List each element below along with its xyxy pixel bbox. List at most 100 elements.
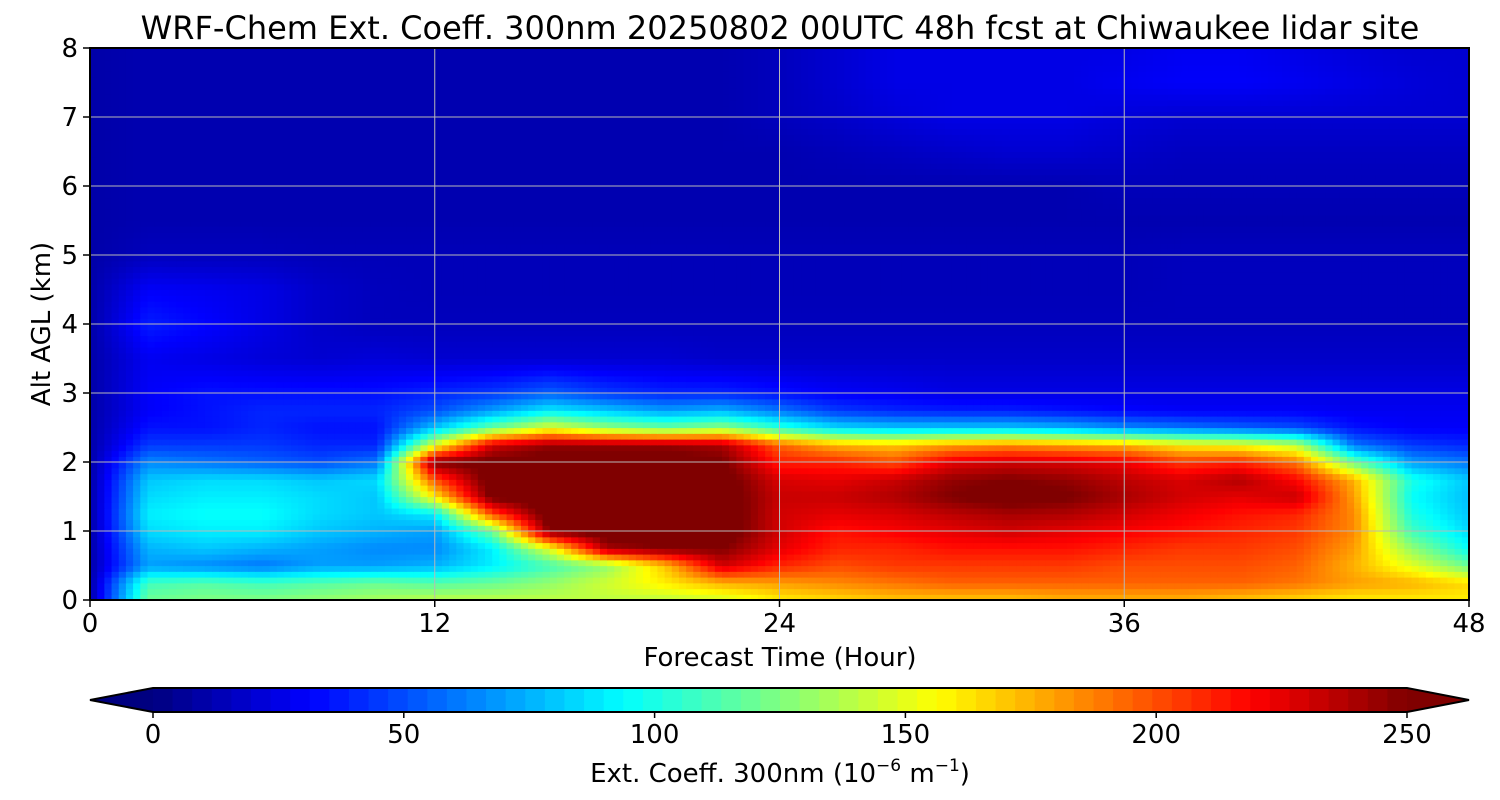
heatmap-cell <box>1224 490 1233 498</box>
heatmap-cell <box>564 473 572 480</box>
heatmap-cell <box>693 508 702 515</box>
heatmap-cell <box>980 559 989 567</box>
heatmap-cell <box>1339 462 1348 469</box>
heatmap-cell <box>449 473 457 480</box>
heatmap-cell <box>1002 462 1010 469</box>
heatmap-cell <box>564 496 572 503</box>
heatmap-cell <box>1318 513 1326 521</box>
heatmap-cell <box>276 577 285 584</box>
heatmap-cell <box>97 444 105 452</box>
heatmap-cell <box>1016 450 1025 457</box>
heatmap-cell <box>1310 582 1319 590</box>
heatmap-cell <box>197 525 206 532</box>
heatmap-cell <box>90 542 98 549</box>
heatmap-cell <box>291 479 299 486</box>
heatmap-cell <box>1210 456 1219 463</box>
heatmap-cell <box>1318 462 1326 469</box>
heatmap-cell <box>729 548 737 555</box>
heatmap-cell <box>772 536 781 544</box>
heatmap-cell <box>190 490 199 498</box>
heatmap-cell <box>391 508 400 515</box>
heatmap-cell <box>197 496 206 503</box>
heatmap-cell <box>693 479 702 486</box>
heatmap-cell <box>628 485 637 492</box>
heatmap-cell <box>1282 554 1291 561</box>
heatmap-cell <box>729 531 737 538</box>
heatmap-cell <box>1224 485 1233 492</box>
heatmap-cell <box>836 496 845 503</box>
heatmap-cell <box>362 462 371 469</box>
heatmap-cell <box>937 462 946 469</box>
heatmap-cell <box>1045 531 1054 538</box>
heatmap-cell <box>959 531 967 538</box>
heatmap-cell <box>1267 450 1276 457</box>
heatmap-cell <box>1224 519 1233 526</box>
heatmap-cell <box>1461 502 1469 509</box>
heatmap-cell <box>693 531 702 538</box>
heatmap-cell <box>90 577 98 584</box>
heatmap-cell <box>1217 496 1226 503</box>
heatmap-cell <box>1404 485 1413 492</box>
heatmap-cell <box>1303 559 1312 567</box>
heatmap-cell <box>549 519 558 526</box>
heatmap-cell <box>1167 571 1176 578</box>
heatmap-cell <box>1203 508 1212 515</box>
heatmap-cell <box>757 536 766 544</box>
heatmap-cell <box>513 508 522 515</box>
heatmap-cell <box>908 473 917 480</box>
heatmap-cell <box>449 490 457 498</box>
heatmap-cell <box>1167 588 1176 595</box>
heatmap-cell <box>1152 479 1161 486</box>
heatmap-cell <box>851 513 860 521</box>
heatmap-cell <box>269 519 278 526</box>
heatmap-cell <box>951 594 960 600</box>
heatmap-cell <box>1174 571 1183 578</box>
heatmap-cell <box>585 496 594 503</box>
heatmap-cell <box>951 554 960 561</box>
heatmap-cell <box>176 525 184 532</box>
heatmap-cell <box>714 496 723 503</box>
heatmap-cell <box>772 577 781 584</box>
heatmap-cell <box>327 588 335 595</box>
heatmap-cell <box>736 536 745 544</box>
heatmap-cell <box>291 473 299 480</box>
heatmap-cell <box>801 479 809 486</box>
heatmap-cell <box>786 536 795 544</box>
heatmap-cell <box>908 485 917 492</box>
heatmap-cell <box>291 502 299 509</box>
heatmap-cell <box>90 467 98 475</box>
heatmap-cell <box>980 531 989 538</box>
heatmap-cell <box>1016 594 1025 600</box>
heatmap-cell <box>104 467 113 475</box>
heatmap-cell <box>887 473 896 480</box>
heatmap-cell <box>1196 502 1204 509</box>
heatmap-cell <box>829 548 838 555</box>
heatmap-cell <box>370 559 378 567</box>
heatmap-cell <box>686 531 694 538</box>
heatmap-cell <box>384 513 393 521</box>
heatmap-cell <box>757 513 766 521</box>
heatmap-cell <box>255 508 263 515</box>
heatmap-cell <box>707 456 716 463</box>
heatmap-cell <box>327 559 335 567</box>
heatmap-cell <box>872 485 881 492</box>
heatmap-cell <box>549 536 558 544</box>
heatmap-cell <box>1138 536 1147 544</box>
heatmap-cell <box>147 582 156 590</box>
heatmap-cell <box>973 536 982 544</box>
heatmap-cell <box>1433 519 1441 526</box>
heatmap-cell <box>994 559 1003 567</box>
heatmap-cell <box>686 571 694 578</box>
heatmap-cell <box>851 456 860 463</box>
heatmap-cell <box>506 559 515 567</box>
heatmap-cell <box>714 565 723 572</box>
heatmap-cell <box>1447 548 1456 555</box>
heatmap-cell <box>829 594 838 600</box>
heatmap-cell <box>951 496 960 503</box>
heatmap-cell <box>248 571 256 578</box>
heatmap-cell <box>865 548 874 555</box>
heatmap-cell <box>973 450 982 457</box>
heatmap-cell <box>987 548 996 555</box>
heatmap-cell <box>1303 479 1312 486</box>
heatmap-cell <box>161 571 170 578</box>
